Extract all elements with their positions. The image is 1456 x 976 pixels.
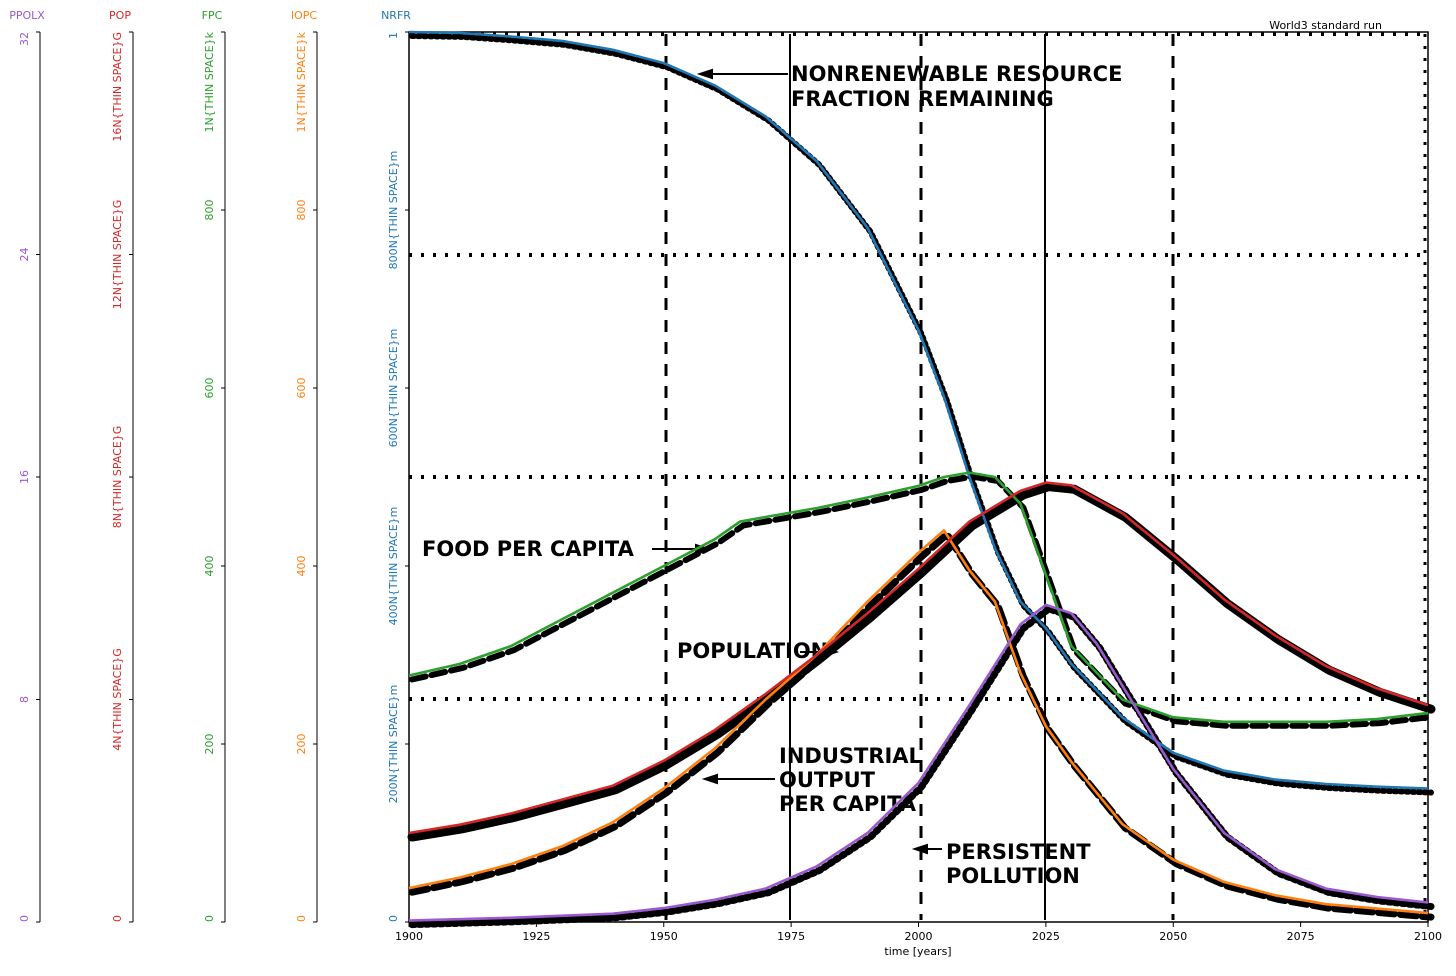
y-tick-label: 400 [295, 556, 308, 577]
y-tick-label: 800 [295, 200, 308, 221]
scanned-curve [409, 33, 1434, 796]
y-tick-label: 1N{THIN SPACE}k [295, 31, 308, 132]
annotation-food-per-capita: FOOD PER CAPITA [422, 537, 635, 561]
series-line-pop [408, 481, 1429, 835]
y-axis-name: NRFR [381, 9, 411, 22]
series-line-fpc [408, 471, 1429, 724]
y-tick-label: 200N{THIN SPACE}m [387, 685, 400, 804]
series-line-nrfr [408, 30, 1429, 790]
y-tick-label: 400 [203, 556, 216, 577]
y-tick-label: 24 [18, 248, 31, 262]
y-tick-label: 600 [203, 378, 216, 399]
y-tick-label: 4N{THIN SPACE}G [111, 648, 124, 751]
x-tick-label: 2000 [905, 930, 933, 943]
y-tick-label: 8 [18, 696, 31, 703]
annotation-output: OUTPUT [779, 768, 876, 792]
x-tick-label: 1975 [777, 930, 805, 943]
x-axis: 1900 1925 1950 1975 2000 2025 2050 2075 2100 [395, 922, 1442, 943]
annotations: NONRENEWABLE RESOURCE FRACTION REMAINING… [422, 62, 1122, 888]
x-tick-label: 2050 [1159, 930, 1187, 943]
x-tick-label: 2025 [1032, 930, 1060, 943]
scanned-curves [407, 33, 1436, 929]
y-tick-label: 16N{THIN SPACE}G [111, 32, 124, 142]
scanned-curve [408, 604, 1435, 929]
y-tick-label: 800N{THIN SPACE}m [387, 151, 400, 270]
x-tick-label: 1950 [650, 930, 678, 943]
y-tick-label: 8N{THIN SPACE}G [111, 426, 124, 529]
annotation-population: POPULATION [677, 639, 828, 663]
series-line-ppolx [408, 603, 1429, 922]
y-tick-label: 200 [295, 734, 308, 755]
y-tick-label: 0 [295, 915, 308, 922]
y-tick-label: 1N{THIN SPACE}k [203, 31, 216, 132]
y-tick-label: 800 [203, 200, 216, 221]
annotation-fraction-remaining: FRACTION REMAINING [791, 87, 1054, 111]
y-tick-label: 12N{THIN SPACE}G [111, 200, 124, 310]
annotation-pollution: POLLUTION [946, 864, 1080, 888]
scanned-curve [409, 473, 1434, 729]
chart-title: World3 standard run [1269, 19, 1382, 32]
series-line-iopc [408, 529, 1429, 915]
y-axis-name: IOPC [291, 9, 318, 22]
y-axes: PPOLX 0 8 16 24 32 POP 0 4N{THIN SPACE}G 8N{THIN … [9, 9, 411, 923]
y-tick-label: 16 [18, 470, 31, 484]
series-lines [408, 30, 1429, 922]
x-tick-label: 1925 [522, 930, 550, 943]
y-axis-name: FPC [202, 9, 223, 22]
x-tick-label: 2075 [1287, 930, 1315, 943]
y-tick-label: 600N{THIN SPACE}m [387, 329, 400, 448]
y-tick-label: 600 [295, 378, 308, 399]
y-tick-label: 0 [203, 915, 216, 922]
annotation-persistent: PERSISTENT [946, 840, 1091, 864]
x-tick-label: 1900 [395, 930, 423, 943]
annotation-nonrenewable: NONRENEWABLE RESOURCE [791, 62, 1122, 86]
y-tick-label: 32 [18, 32, 31, 46]
y-tick-label: 400N{THIN SPACE}m [387, 507, 400, 626]
annotation-industrial: INDUSTRIAL [779, 744, 922, 768]
scanned-grid [409, 32, 1428, 920]
y-axis-name: POP [109, 9, 131, 22]
y-tick-label: 0 [111, 915, 124, 922]
scanned-curve [407, 482, 1436, 842]
y-axis-name: PPOLX [9, 9, 45, 22]
x-axis-label: time [years] [884, 945, 951, 958]
y-tick-label: 0 [18, 915, 31, 922]
y-tick-label: 0 [387, 915, 400, 922]
y-tick-label: 200 [203, 734, 216, 755]
y-tick-label: 1 [387, 32, 400, 39]
x-tick-label: 2100 [1414, 930, 1442, 943]
